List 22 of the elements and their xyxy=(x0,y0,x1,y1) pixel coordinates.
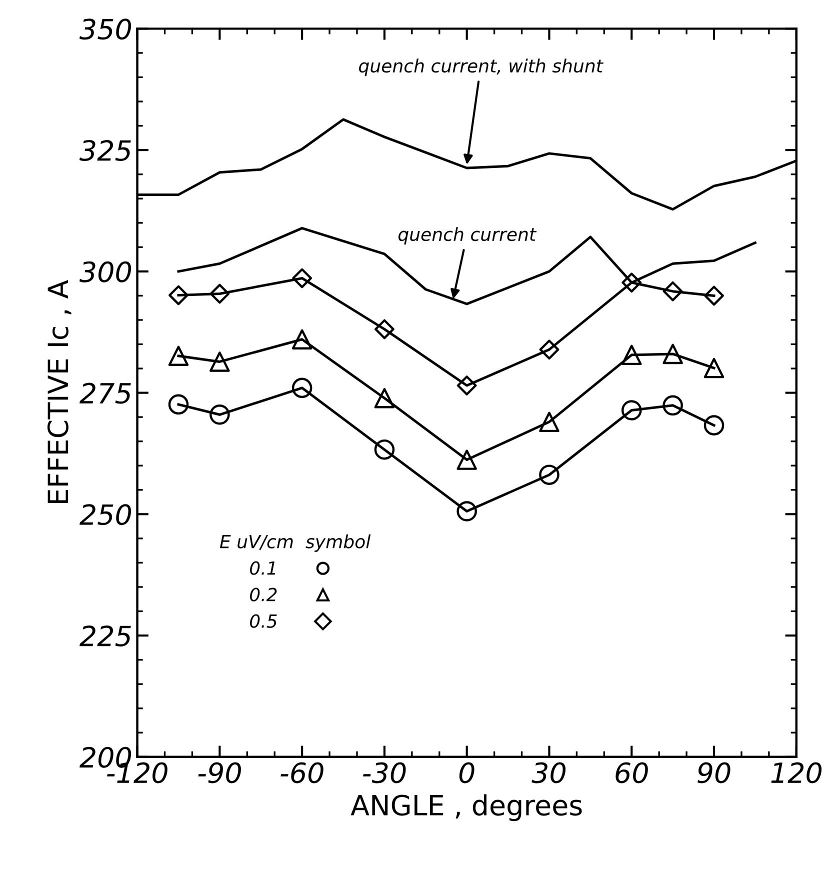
legend-label: 0.2 xyxy=(250,588,277,602)
x-tick-label: -90 xyxy=(198,762,241,784)
y-tick-label: 275 xyxy=(80,382,131,404)
x-tick-label: 30 xyxy=(532,762,566,784)
x-tick-label: -30 xyxy=(363,762,406,784)
x-tick-label: 90 xyxy=(698,762,730,784)
y-tick-label: 325 xyxy=(79,140,131,161)
y-tick-label: 225 xyxy=(80,625,131,646)
legend-title: E uV/cm symbol xyxy=(220,534,371,552)
x-tick-label: 0 xyxy=(459,762,474,784)
x-tick-label: 60 xyxy=(616,762,648,784)
y-tick-label: 350 xyxy=(79,18,132,40)
legend-label: 0.1 xyxy=(250,561,276,575)
x-tick-label: 120 xyxy=(771,762,822,784)
y-axis-title: EFFECTIVE Ic , A xyxy=(47,280,72,504)
annotation: quench current, with shunt xyxy=(359,58,604,76)
y-tick-label: 300 xyxy=(79,261,132,282)
y-tick-label: 250 xyxy=(80,504,132,526)
legend-label: 0.5 xyxy=(250,614,277,628)
x-tick-label: -60 xyxy=(280,762,324,784)
annotation: quench current xyxy=(398,227,537,245)
x-axis-title: ANGLE , degrees xyxy=(350,794,582,822)
